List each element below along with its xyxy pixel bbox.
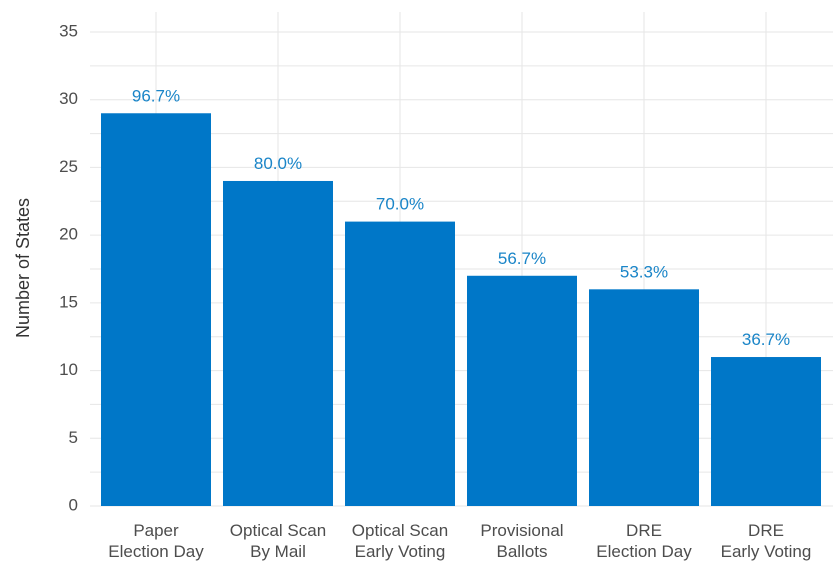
- bars: [101, 113, 821, 506]
- y-tick-label: 30: [59, 89, 78, 108]
- x-tick-label: Provisional Ballots: [480, 521, 563, 561]
- x-tick-label-line: DRE: [626, 521, 662, 540]
- y-axis: 0 5 10 15 20 25 30 35: [59, 21, 78, 514]
- x-tick-label-line: Ballots: [496, 542, 547, 561]
- x-tick-label: DRE Election Day: [596, 521, 692, 561]
- bar-data-label: 36.7%: [742, 330, 790, 349]
- x-tick-label-line: Early Voting: [355, 542, 446, 561]
- x-tick-label-line: Optical Scan: [230, 521, 326, 540]
- y-tick-label: 35: [59, 21, 78, 40]
- bar: [345, 221, 455, 506]
- y-tick-label: 5: [69, 428, 78, 447]
- y-tick-label: 10: [59, 360, 78, 379]
- y-tick-label: 0: [69, 495, 78, 514]
- bar-data-label: 53.3%: [620, 262, 668, 281]
- bar: [467, 275, 577, 506]
- x-tick-label-line: By Mail: [250, 542, 306, 561]
- bar: [101, 113, 211, 506]
- x-tick-label: Optical Scan Early Voting: [352, 521, 448, 561]
- bar: [589, 289, 699, 506]
- x-tick-label-line: Optical Scan: [352, 521, 448, 540]
- bar-data-label: 96.7%: [132, 86, 180, 105]
- x-tick-label-line: Election Day: [108, 542, 204, 561]
- bar: [711, 357, 821, 506]
- x-tick-label-line: Early Voting: [721, 542, 812, 561]
- x-tick-label-line: Election Day: [596, 542, 692, 561]
- y-tick-label: 15: [59, 292, 78, 311]
- y-tick-label: 20: [59, 225, 78, 244]
- x-tick-label: Paper Election Day: [108, 521, 204, 561]
- x-tick-label: Optical Scan By Mail: [230, 521, 326, 561]
- bar: [223, 180, 333, 506]
- x-tick-label-line: DRE: [748, 521, 784, 540]
- x-tick-label: DRE Early Voting: [721, 521, 812, 561]
- bar-data-label: 70.0%: [376, 195, 424, 214]
- y-tick-label: 25: [59, 157, 78, 176]
- x-tick-label-line: Paper: [133, 521, 179, 540]
- x-tick-label-line: Provisional: [480, 521, 563, 540]
- bar-data-label: 56.7%: [498, 249, 546, 268]
- bar-data-label: 80.0%: [254, 154, 302, 173]
- data-labels: 96.7% 80.0% 70.0% 56.7% 53.3% 36.7%: [132, 86, 790, 349]
- y-axis-title: Number of States: [13, 198, 33, 338]
